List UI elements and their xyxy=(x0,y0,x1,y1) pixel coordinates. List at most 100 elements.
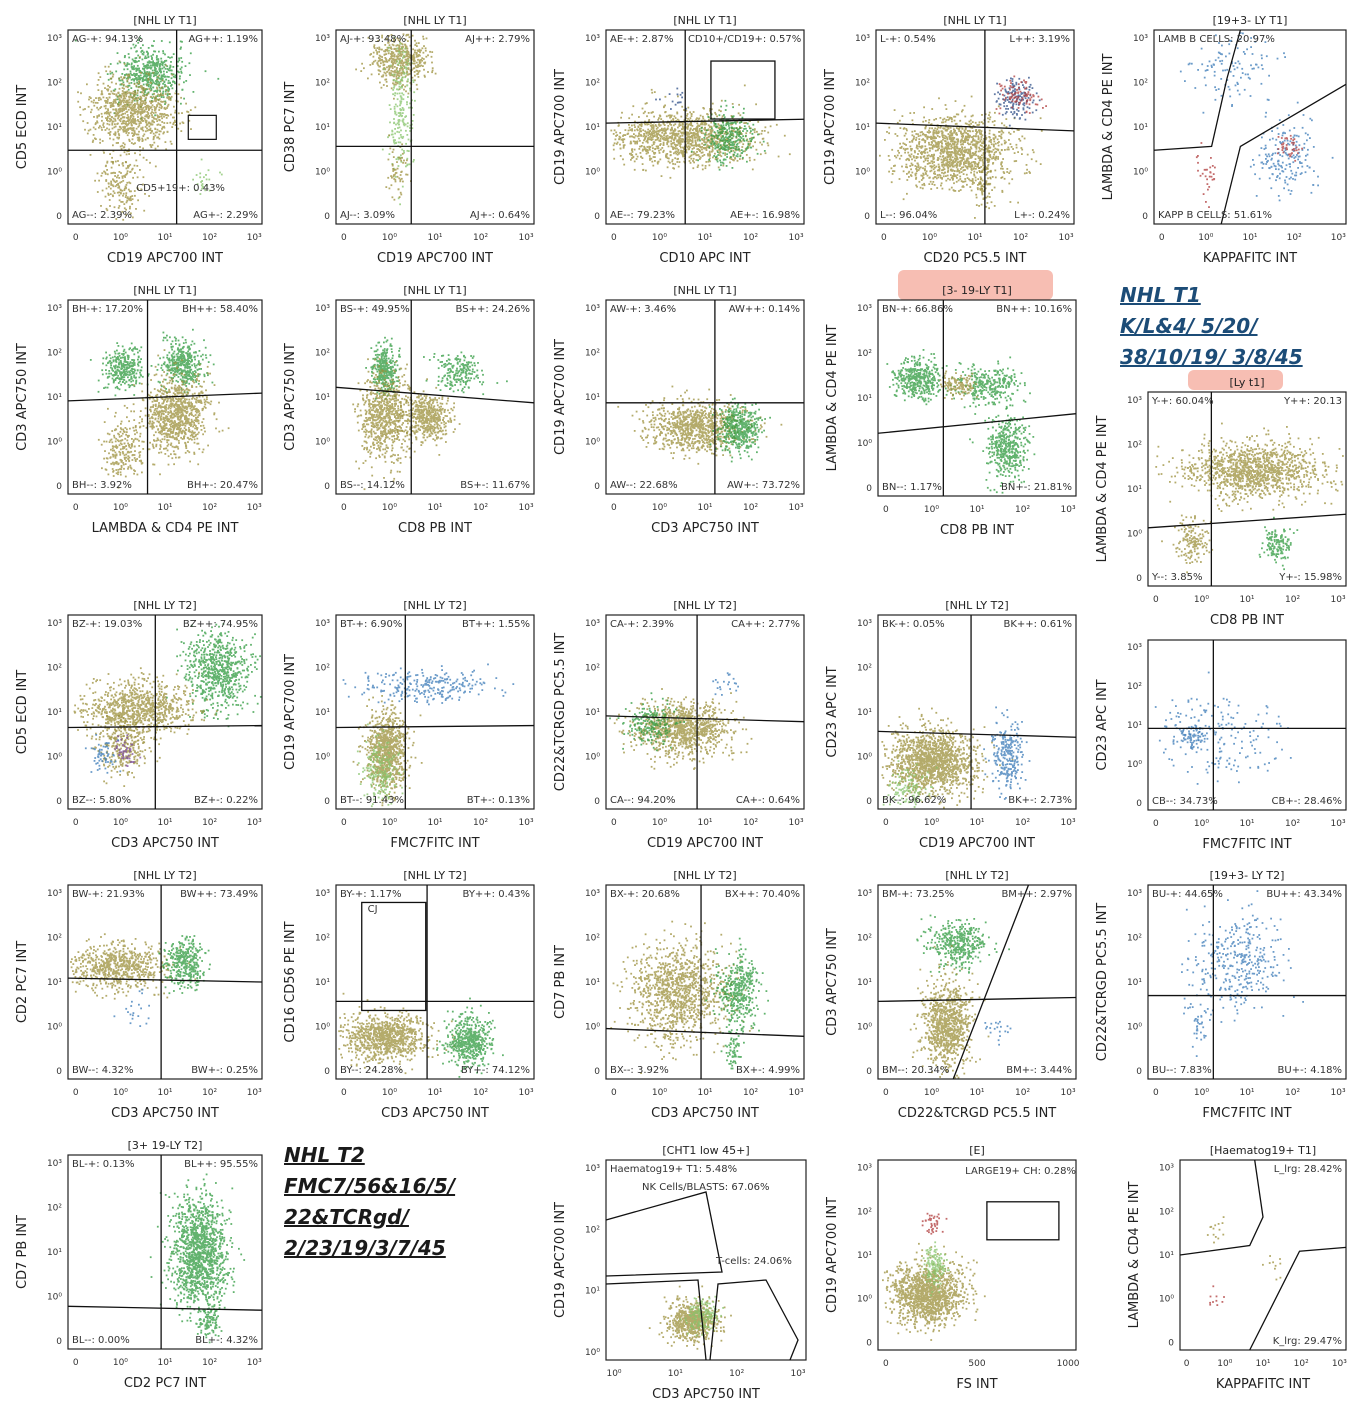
x-tick-label: 0 xyxy=(611,1088,617,1098)
event-cluster xyxy=(886,349,956,406)
event-cluster xyxy=(338,992,455,1075)
x-tick-label: 10² xyxy=(473,233,488,243)
scatter-panel-p15: CB--: 34.73% CB+-: 28.46% 0 10⁰ 10¹ 10² 10³ 0 10… xyxy=(1095,639,1347,852)
y-tick-label: 10³ xyxy=(47,889,62,899)
x-tick-label: 10¹ xyxy=(969,818,984,828)
gate-polygon xyxy=(709,1279,799,1361)
y-tick-label: 10² xyxy=(857,933,872,943)
scatter-panel-p17: [NHL LY T2]BY-+: 1.17% BY++: 0.43% BY--: 2… xyxy=(283,869,535,1121)
event-cluster xyxy=(192,158,223,195)
x-tick-label: 10¹ xyxy=(697,503,712,513)
gate-polygon xyxy=(1153,29,1242,151)
y-tick-label: 10⁰ xyxy=(47,1293,62,1303)
x-axis-label: FMC7FITC INT xyxy=(1202,1106,1291,1121)
quadrant-divider xyxy=(335,724,535,729)
y-tick-label: 0 xyxy=(594,482,600,492)
quadrant-stat: BH--: 3.92% xyxy=(72,480,132,491)
event-cluster xyxy=(983,706,1031,800)
y-tick-label: 10³ xyxy=(857,889,872,899)
y-tick-label: 0 xyxy=(866,1338,872,1348)
event-cluster xyxy=(921,1212,948,1235)
quadrant-stat: Y++: 20.13 xyxy=(1283,396,1342,407)
x-tick-label: 10¹ xyxy=(157,1358,172,1368)
scatter-panel-p19: [NHL LY T2] BM-+: 73.25% BM++: 2.97% BM--: … xyxy=(825,869,1077,1121)
scatter-panel-p16: [NHL LY T2] BW-+: 21.93% BW++: 73.49% BW--:… xyxy=(15,869,263,1121)
gate-rect xyxy=(187,114,217,140)
x-axis-label: CD8 PB INT xyxy=(1210,613,1284,628)
x-tick-label: 10¹ xyxy=(157,818,172,828)
quadrant-stat: BY+-: 74.12% xyxy=(461,1065,530,1076)
y-tick-label: 10² xyxy=(315,933,330,943)
event-cluster xyxy=(1155,422,1344,512)
x-axis-label: CD3 APC750 INT xyxy=(651,521,759,536)
y-axis-label: CD7 PB INT xyxy=(553,945,568,1019)
y-tick-label: 10² xyxy=(1127,682,1142,692)
gate-rect xyxy=(986,1201,1060,1241)
x-tick-label: 10³ xyxy=(1061,1088,1076,1098)
x-tick-label: 10¹ xyxy=(157,233,172,243)
plot-frame xyxy=(67,299,263,495)
x-tick-label: 0 xyxy=(73,503,79,513)
x-tick-label: 10³ xyxy=(519,1088,534,1098)
plot-frame xyxy=(1179,1159,1347,1351)
y-axis-label: LAMBDA & CD4 PE INT xyxy=(1101,54,1116,201)
y-tick-label: 10⁰ xyxy=(315,753,330,763)
event-cluster xyxy=(1249,101,1334,202)
quadrant-stat: L++: 3.19% xyxy=(1009,34,1070,45)
gate-polygon xyxy=(605,1279,707,1361)
y-tick-label: 10² xyxy=(1159,1207,1174,1217)
y-tick-label: 10⁰ xyxy=(857,1295,872,1305)
x-tick-label: 10² xyxy=(1015,818,1030,828)
x-tick-label: 10¹ xyxy=(427,503,442,513)
plot-title: [3+ 19-LY T2] xyxy=(128,1139,203,1152)
x-tick-label: 10² xyxy=(202,503,217,513)
y-tick-label: 10¹ xyxy=(47,978,62,988)
event-cluster xyxy=(1258,516,1299,571)
quadrant-stat: CB--: 34.73% xyxy=(1152,796,1218,807)
x-tick-label: 10¹ xyxy=(697,233,712,243)
y-tick-label: 0 xyxy=(594,212,600,222)
x-tick-label: 10¹ xyxy=(697,1088,712,1098)
plot-frame xyxy=(877,614,1077,810)
event-cluster xyxy=(94,138,157,221)
plot-title: [NHL LY T2] xyxy=(945,869,1008,882)
x-tick-label: 10³ xyxy=(1331,233,1346,243)
x-tick-label: 10² xyxy=(1285,595,1300,605)
y-tick-label: 10² xyxy=(315,78,330,88)
event-cluster xyxy=(149,1173,246,1335)
quadrant-stat: BT--: 91.43% xyxy=(340,795,404,806)
y-tick-label: 0 xyxy=(866,1067,872,1077)
quadrant-stat: BY--: 24.28% xyxy=(340,1065,403,1076)
x-tick-label: 10² xyxy=(1013,233,1028,243)
y-axis-label: CD22&TCRGD PC5.5 INT xyxy=(553,633,568,792)
quadrant-stat: BT-+: 6.90% xyxy=(340,619,402,630)
plot-title: [NHL LY T1] xyxy=(943,14,1006,27)
y-tick-label: 10⁰ xyxy=(1133,168,1148,178)
quadrant-stat: BN++: 10.16% xyxy=(996,304,1072,315)
quadrant-stat: BM--: 20.34% xyxy=(882,1065,949,1076)
x-tick-label: 0 xyxy=(1184,1359,1190,1369)
y-tick-label: 10¹ xyxy=(857,978,872,988)
x-axis-label: FMC7FITC INT xyxy=(390,836,479,851)
y-axis-label: CD3 APC750 INT xyxy=(283,343,298,451)
y-tick-label: 0 xyxy=(1142,212,1148,222)
x-tick-label: 10¹ xyxy=(1239,595,1254,605)
quadrant-stat: BL++: 95.55% xyxy=(184,1159,258,1170)
plot-title: [NHL LY T1] xyxy=(403,14,466,27)
quadrant-divider xyxy=(67,724,263,729)
event-cluster xyxy=(84,734,122,774)
y-axis-label: CD5 ECD INT xyxy=(15,85,30,169)
y-tick-label: 10¹ xyxy=(585,1287,600,1297)
y-tick-label: 10¹ xyxy=(585,708,600,718)
y-tick-label: 0 xyxy=(324,797,330,807)
quadrant-stat: BS++: 24.26% xyxy=(456,304,530,315)
event-cluster xyxy=(922,1241,950,1297)
event-cluster xyxy=(1161,514,1214,574)
x-tick-label: 10³ xyxy=(1061,818,1076,828)
event-cluster xyxy=(909,945,990,1079)
x-axis-label: CD8 PB INT xyxy=(398,521,472,536)
y-tick-label: 10¹ xyxy=(585,123,600,133)
x-tick-label: 10⁰ xyxy=(382,818,397,828)
y-tick-label: 10⁰ xyxy=(1127,530,1142,540)
event-cluster xyxy=(648,1285,732,1350)
